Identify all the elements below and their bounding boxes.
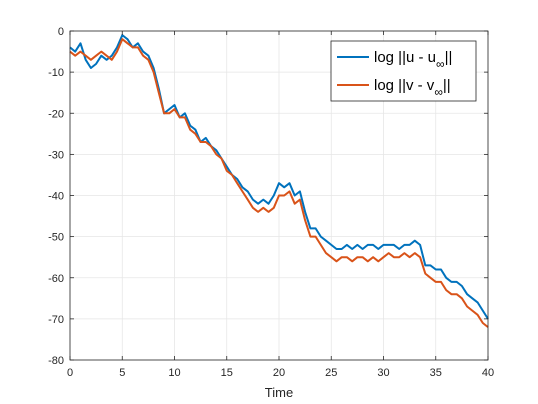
legend: log ||u - u∞|| log ||v - v∞|| bbox=[330, 40, 477, 102]
x-axis-label: Time bbox=[265, 385, 293, 400]
x-tick-label: 35 bbox=[430, 367, 442, 379]
x-tick-label: 5 bbox=[119, 367, 125, 379]
y-tick-label: -70 bbox=[48, 314, 64, 326]
series-lines bbox=[69, 34, 489, 328]
x-tick-label: 40 bbox=[482, 367, 494, 379]
x-tick-label: 0 bbox=[67, 367, 73, 379]
x-tick-label: 20 bbox=[273, 367, 285, 379]
y-tick-label: -80 bbox=[48, 355, 64, 367]
x-tick-label: 30 bbox=[377, 367, 389, 379]
x-tick-label: 15 bbox=[221, 367, 233, 379]
y-tick-label: -50 bbox=[48, 232, 64, 244]
x-tick-label: 10 bbox=[168, 367, 180, 379]
y-tick-label: -40 bbox=[48, 191, 64, 203]
y-tick-label: -10 bbox=[48, 67, 64, 79]
legend-box bbox=[330, 40, 477, 102]
y-tick-label: -20 bbox=[48, 108, 64, 120]
y-tick-label: -30 bbox=[48, 149, 64, 161]
series-line-2 bbox=[69, 38, 489, 328]
legend-label-1: log ||u - u∞|| bbox=[374, 49, 452, 71]
y-tick-label: 0 bbox=[58, 26, 64, 38]
y-tick-label: -60 bbox=[48, 273, 64, 285]
legend-label-2: log ||v - v∞|| bbox=[374, 77, 451, 99]
axis-ticks: 0 5 10 15 20 25 30 35 40 -80 -70 -60 -50 -40 -30 -20 -10… bbox=[48, 26, 494, 379]
series-line-1 bbox=[69, 34, 489, 320]
x-tick-label: 25 bbox=[325, 367, 337, 379]
